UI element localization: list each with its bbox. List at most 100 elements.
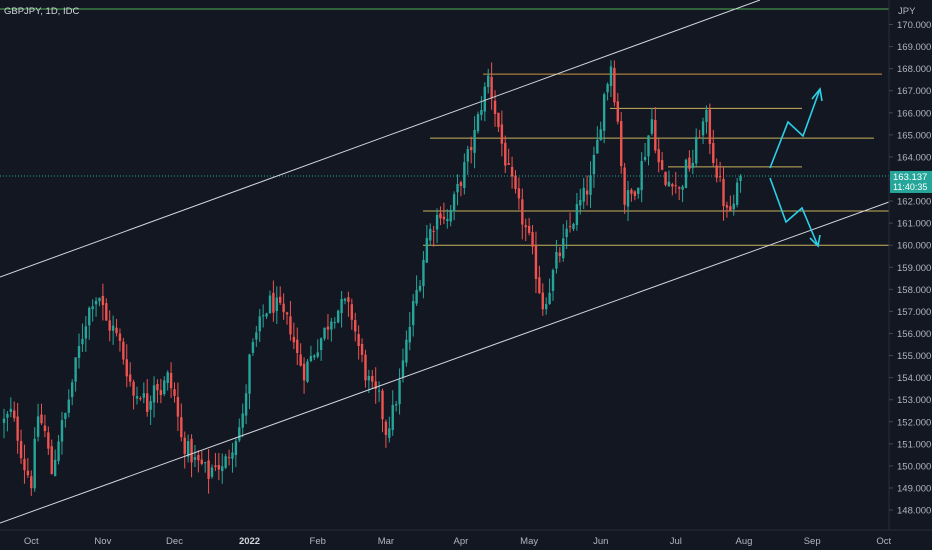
candle-body — [217, 464, 221, 470]
candle-body — [40, 414, 43, 424]
time-tick-label: Sep — [804, 536, 821, 547]
candle-body — [422, 259, 425, 287]
candle-body — [435, 214, 439, 230]
candle-body — [200, 459, 203, 464]
candle-body — [633, 191, 637, 196]
candle-body — [469, 146, 473, 151]
candle-body — [401, 360, 405, 378]
candle-body — [115, 327, 118, 334]
candle-body — [459, 182, 463, 186]
time-axis-panel — [0, 530, 932, 550]
candle-body — [132, 381, 135, 396]
candle-body — [30, 476, 33, 489]
candle-body — [81, 338, 84, 345]
candle-body — [333, 322, 336, 324]
candle-body — [357, 334, 360, 347]
candles — [2, 60, 742, 496]
candle-body — [691, 162, 695, 168]
candle-body — [227, 457, 231, 459]
candle-body — [446, 218, 449, 221]
candle-body — [626, 190, 630, 207]
chart-symbol-label: GBPJPY, 1D, IDC — [4, 6, 79, 17]
candle-body — [258, 316, 261, 332]
candle-body — [125, 359, 128, 377]
candle-body — [712, 143, 715, 163]
candle-body — [336, 310, 340, 323]
candle-body — [330, 321, 333, 330]
candle-body — [582, 187, 585, 202]
candle-body — [664, 171, 667, 185]
candle-body — [616, 101, 619, 122]
candle-body — [647, 135, 650, 157]
candle-body — [497, 112, 500, 128]
candle-body — [483, 86, 487, 112]
candle-body — [657, 149, 660, 163]
candle-body — [558, 252, 562, 257]
candle-body — [517, 188, 521, 199]
candle-body — [698, 137, 701, 139]
candle-body — [394, 404, 398, 406]
candle-body — [729, 206, 732, 211]
candle-body — [9, 408, 13, 412]
candle-body — [715, 165, 718, 178]
candle-body — [739, 175, 742, 182]
candle-body — [64, 412, 67, 420]
candle-body — [214, 465, 217, 467]
candle-body — [722, 178, 725, 206]
candle-body — [316, 352, 319, 357]
candle-body — [282, 303, 285, 313]
candle-body — [541, 292, 544, 310]
candle-body — [16, 416, 19, 441]
time-tick-label: Apr — [454, 536, 469, 547]
candle-body — [221, 466, 224, 472]
candle-body — [623, 167, 626, 205]
candle-body — [176, 396, 180, 417]
candle-body — [163, 380, 166, 395]
candle-body — [326, 326, 330, 330]
time-tick-label: Mar — [378, 536, 394, 547]
candle-body — [299, 354, 302, 366]
candle-body — [313, 355, 316, 358]
candle-body — [452, 194, 456, 212]
candle-body — [463, 162, 466, 188]
candle-body — [544, 304, 548, 310]
candle-body — [466, 149, 469, 162]
candle-body — [36, 416, 40, 437]
candle-body — [538, 277, 541, 294]
candle-body — [654, 120, 657, 151]
candle-body — [26, 470, 30, 476]
candle-body — [77, 345, 81, 358]
candle-body — [579, 200, 582, 206]
candle-body — [251, 341, 255, 353]
price-tick-label: 165.000 — [897, 130, 931, 141]
time-axis-ticks: Oct Nov Dec 2022 Feb Mar Apr May Jun Jul Aug Sep Oct — [24, 536, 892, 547]
candle-body — [101, 295, 105, 306]
candle-body — [493, 100, 497, 114]
time-tick-label: Oct — [24, 536, 39, 547]
candle-body — [555, 251, 558, 269]
candle-body — [234, 441, 238, 456]
candle-body — [159, 390, 163, 396]
candle-body — [637, 187, 640, 194]
candle-body — [203, 462, 207, 464]
candle-body — [527, 225, 531, 233]
candle-body — [210, 467, 214, 477]
candle-body — [91, 306, 94, 310]
candle-body — [197, 454, 200, 461]
candle-body — [592, 154, 596, 175]
candle-body — [279, 296, 282, 303]
candle-body — [408, 326, 411, 343]
candle-body — [551, 270, 555, 291]
candle-body — [122, 341, 125, 360]
candle-body — [173, 389, 176, 396]
price-tick-label: 150.000 — [897, 461, 931, 472]
candle-body — [630, 189, 633, 194]
candle-body — [88, 307, 91, 326]
channel-lower-line — [0, 201, 890, 524]
price-tick-label: 167.000 — [897, 86, 931, 97]
candle-body — [84, 326, 88, 339]
candle-body — [650, 119, 654, 134]
price-scale-panel — [889, 0, 932, 530]
candle-body — [224, 456, 227, 468]
